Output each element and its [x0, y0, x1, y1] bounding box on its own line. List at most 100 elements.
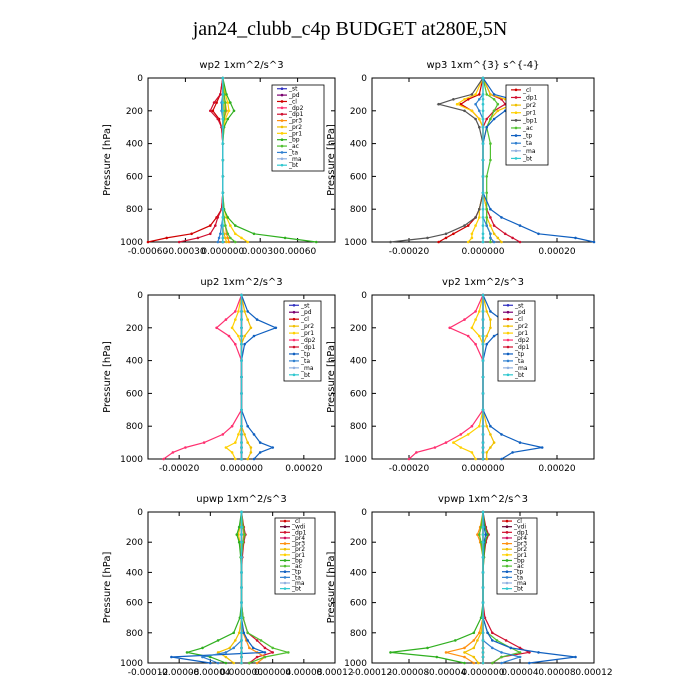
data-point — [249, 446, 253, 449]
data-point — [474, 216, 477, 219]
data-point — [470, 232, 474, 236]
data-point — [259, 639, 263, 642]
x-tick-label: 0.000000 — [462, 464, 505, 474]
data-point — [216, 661, 220, 665]
legend-swatch-marker — [283, 536, 287, 540]
data-point — [481, 98, 485, 101]
data-point — [452, 441, 455, 444]
legend-label: _st — [514, 302, 524, 309]
legend-label: _pd — [288, 92, 300, 99]
legend-swatch-marker — [505, 581, 509, 585]
data-point — [518, 441, 522, 444]
legend-swatch-marker — [505, 564, 509, 568]
data-point — [237, 334, 240, 338]
legend-swatch-marker — [283, 519, 287, 523]
data-point — [229, 236, 232, 240]
data-point — [229, 224, 232, 227]
legend-swatch-marker — [280, 163, 284, 167]
data-point — [492, 232, 496, 236]
data-point — [481, 216, 485, 219]
legend-swatch-marker — [505, 536, 509, 540]
data-point — [486, 631, 489, 635]
data-point — [496, 109, 500, 113]
data-point — [481, 451, 485, 454]
data-point — [500, 240, 503, 244]
data-point — [481, 158, 485, 162]
data-point — [234, 639, 237, 642]
data-point — [415, 451, 418, 454]
x-tick-label: 0.000000 — [220, 668, 263, 678]
data-point — [478, 109, 481, 113]
data-point — [481, 457, 485, 461]
legend-label: _pr3 — [291, 541, 305, 548]
data-point — [211, 109, 215, 113]
data-point — [226, 117, 230, 121]
y-tick-label: 400 — [126, 568, 143, 578]
data-point — [481, 76, 485, 80]
legend-swatch-marker — [292, 317, 296, 321]
data-point — [481, 191, 485, 195]
data-point — [444, 651, 448, 654]
y-axis-label: Pressure [hPa] — [326, 341, 337, 413]
data-point — [240, 601, 243, 604]
data-point — [474, 457, 477, 461]
data-point — [271, 651, 275, 654]
data-point — [246, 240, 249, 244]
data-point — [481, 342, 485, 346]
data-point — [481, 293, 485, 297]
legend-label: _cl — [300, 316, 309, 323]
legend-label: _cl — [291, 518, 300, 525]
data-point — [485, 207, 489, 211]
legend-swatch-marker — [280, 106, 284, 110]
legend-swatch-marker — [506, 310, 510, 314]
data-point — [466, 334, 470, 338]
data-point — [574, 236, 577, 240]
legend-label: _bp — [513, 557, 525, 564]
data-point — [283, 236, 287, 240]
data-point — [251, 646, 255, 650]
legend-swatch-marker — [283, 542, 287, 545]
data-point — [243, 433, 246, 436]
data-point — [492, 117, 496, 121]
legend-swatch-marker — [506, 324, 510, 328]
data-point — [485, 175, 489, 178]
data-point — [237, 631, 241, 635]
data-point — [463, 98, 466, 101]
y-tick-label: 200 — [350, 324, 367, 334]
y-tick-label: 400 — [126, 140, 143, 150]
data-point — [227, 334, 231, 338]
data-point — [221, 125, 225, 129]
data-point — [481, 424, 485, 428]
legend-swatch-marker — [280, 132, 284, 135]
legend-swatch-marker — [505, 547, 509, 551]
data-point — [466, 240, 470, 244]
legend-label: _bt — [522, 155, 533, 162]
legend-label: _ta — [522, 140, 532, 147]
data-point — [478, 93, 481, 96]
legend-swatch-marker — [292, 310, 296, 314]
data-point — [500, 655, 503, 659]
legend-swatch-marker — [514, 88, 518, 92]
data-point — [246, 639, 249, 642]
data-point — [489, 326, 492, 330]
x-tick-label: 0.000000 — [462, 247, 505, 257]
data-point — [240, 408, 243, 412]
data-point — [481, 318, 485, 321]
legend-swatch-marker — [292, 324, 296, 328]
data-point — [240, 510, 243, 514]
data-point — [240, 375, 243, 379]
data-point — [481, 661, 485, 665]
legend-label: _pr3 — [288, 118, 302, 125]
legend-swatch-marker — [505, 519, 509, 523]
x-tick-label: -0.00012 — [352, 668, 392, 678]
data-point — [472, 646, 476, 650]
x-tick-label: 0.00020 — [538, 247, 575, 257]
legend-swatch-marker — [292, 331, 296, 335]
data-point — [234, 457, 237, 461]
y-tick-label: 400 — [350, 140, 367, 150]
y-tick-label: 800 — [350, 205, 367, 215]
data-point — [463, 224, 466, 227]
data-point — [455, 102, 459, 106]
x-tick-label: 0.00008 — [285, 668, 322, 678]
data-point — [221, 142, 225, 145]
